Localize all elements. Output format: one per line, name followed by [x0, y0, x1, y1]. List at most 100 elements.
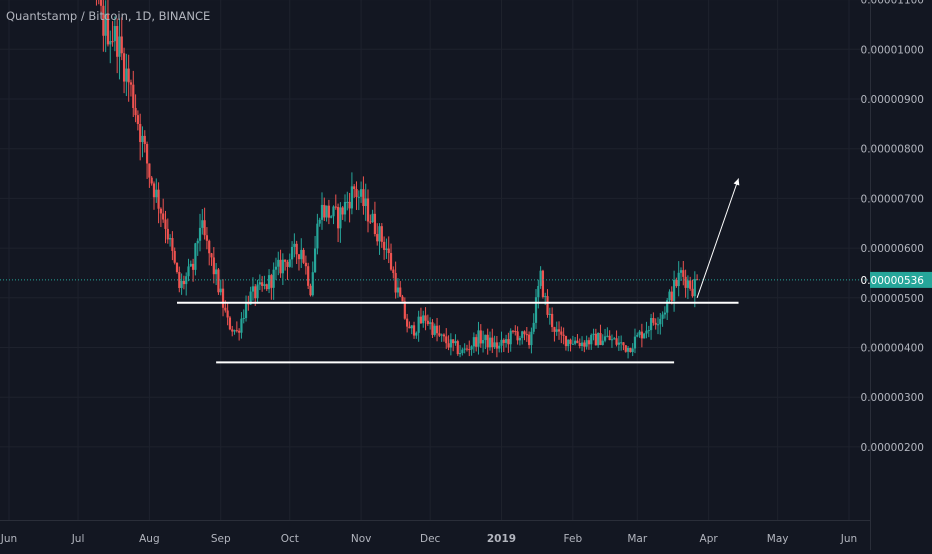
candle-body: [659, 318, 662, 325]
y-tick-label: 0.00000500: [861, 293, 924, 305]
candle-body: [175, 262, 179, 273]
candle-body: [366, 198, 370, 222]
candle-body: [392, 269, 395, 274]
candle-body: [118, 36, 121, 57]
candle-body: [141, 135, 144, 143]
x-tick-label: Sep: [211, 533, 231, 545]
candle-body: [178, 272, 181, 288]
candle-body: [120, 36, 123, 54]
candle-body: [624, 345, 627, 352]
candle-body: [541, 270, 545, 297]
candle-body: [523, 331, 526, 335]
candle-body: [431, 322, 434, 335]
arrow-head: [733, 178, 740, 186]
candle-body: [592, 333, 595, 336]
candle-body: [383, 241, 386, 250]
candle-body: [509, 330, 512, 345]
candle-body: [164, 219, 167, 229]
candle-body: [557, 329, 561, 332]
candle-body: [136, 115, 139, 124]
candle-body: [125, 68, 128, 82]
candle-body: [571, 343, 574, 345]
candle-body: [334, 206, 337, 208]
candle-body: [249, 291, 252, 305]
y-tick-label: 0.00001100: [861, 0, 924, 7]
candle-body: [415, 332, 418, 336]
candle-body: [449, 339, 452, 348]
candle-body: [290, 246, 294, 260]
candle-body: [182, 280, 186, 285]
candle-body: [279, 259, 282, 274]
candle-body: [574, 340, 577, 344]
candle-body: [470, 346, 473, 350]
x-tick-label: Oct: [281, 533, 299, 545]
candle-body: [447, 343, 450, 348]
candle-body: [323, 204, 326, 218]
candle-body: [601, 340, 604, 345]
candle-body: [155, 189, 158, 198]
last-price-label: 0.00000536: [861, 275, 925, 287]
candle-body: [295, 243, 298, 255]
x-tick-label: Jun: [0, 533, 17, 545]
candle-body: [244, 302, 248, 319]
candle-body: [228, 317, 232, 330]
candle-body: [693, 279, 696, 297]
candle-body: [210, 253, 213, 258]
x-tick-label: Apr: [700, 533, 719, 545]
candle-body: [684, 276, 687, 288]
candle-body: [387, 248, 390, 254]
candle-body: [150, 177, 153, 184]
candle-body: [212, 257, 215, 275]
candle-body: [495, 342, 498, 349]
candle-body: [518, 337, 522, 341]
candle-body: [316, 223, 319, 249]
candle-body: [258, 282, 261, 285]
candle-body: [348, 201, 351, 209]
candle-body: [171, 238, 174, 251]
candle-body: [633, 336, 637, 349]
candle-body: [251, 286, 255, 292]
candle-body: [429, 322, 432, 324]
candle-body: [682, 270, 685, 277]
candle-body: [491, 337, 494, 348]
candle-body: [511, 330, 515, 332]
candle-body: [189, 263, 192, 267]
candle-body: [617, 342, 620, 345]
candle-body: [113, 26, 116, 42]
y-tick-label: 0.00000600: [861, 243, 924, 255]
candle-body: [620, 342, 623, 344]
candle-body: [373, 213, 377, 235]
candle-body: [626, 347, 630, 352]
candle-body: [548, 313, 551, 315]
candle-body: [401, 296, 404, 302]
candle-body: [201, 220, 204, 228]
candle-body: [670, 291, 673, 301]
candle-body: [325, 205, 328, 218]
candle-body: [631, 348, 634, 353]
candle-body: [157, 189, 160, 209]
candle-body: [426, 320, 429, 324]
candle-body: [643, 333, 646, 339]
candle-body: [353, 186, 356, 189]
candle-body: [656, 324, 660, 326]
candle-body: [380, 226, 383, 242]
candle-body: [412, 325, 416, 336]
candle-body: [424, 315, 427, 321]
candle-body: [587, 340, 591, 345]
candle-body: [194, 243, 197, 270]
candle-body: [438, 333, 441, 336]
candle-body: [198, 227, 202, 241]
candle-body: [394, 273, 397, 293]
candle-body: [224, 307, 227, 311]
x-tick-label: Jul: [71, 533, 85, 545]
candle-body: [417, 316, 420, 333]
candle-body: [603, 336, 607, 341]
candle-body: [159, 208, 162, 214]
candle-body: [274, 266, 278, 270]
candle-body: [272, 269, 275, 288]
candle-body: [134, 107, 137, 116]
candle-body: [580, 342, 584, 346]
symbol-title: Quantstamp / Bitcoin, 1D, BINANCE: [6, 9, 211, 23]
